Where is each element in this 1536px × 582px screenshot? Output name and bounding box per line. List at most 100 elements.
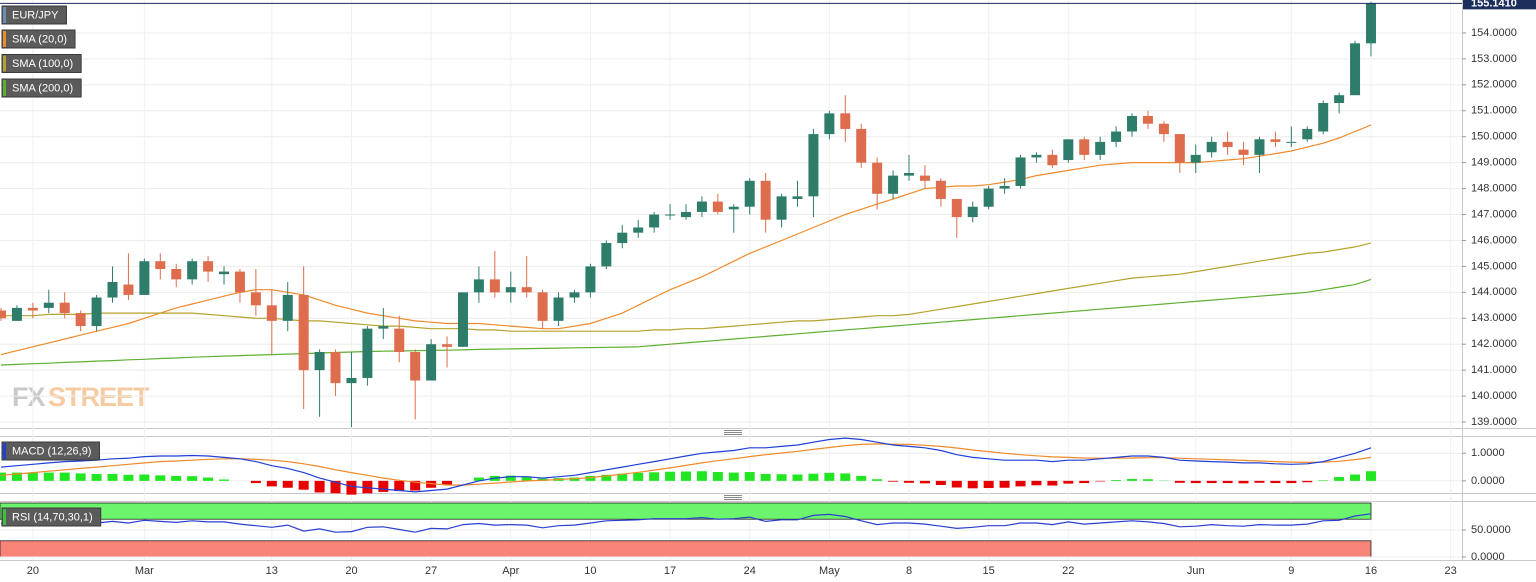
y-tick-label: 145.0000 [1471,260,1517,272]
legend-label: SMA (20,0) [12,33,67,45]
x-tick-label: 17 [664,565,676,577]
histogram-bar [378,480,389,492]
histogram-bar [1222,480,1233,484]
candle-body [1095,141,1106,155]
histogram-bar [1254,480,1265,483]
sma-line [0,278,1372,366]
candle-body [1302,128,1313,140]
legend-label: SMA (200,0) [12,82,73,94]
histogram-bar [1111,480,1122,481]
candle-body [43,302,54,308]
y-tick-label: 0.0000 [1471,551,1505,563]
legend-label: EUR/JPY [12,9,59,21]
histogram-bar [744,472,755,481]
candle-body [234,271,245,293]
y-tick-label: 143.0000 [1471,312,1517,324]
candle-body [27,307,38,311]
histogram-bar [473,477,484,481]
candle-body [840,113,851,129]
candle-body [1142,115,1153,124]
candle-body [91,297,102,327]
legend-swatch [3,7,6,23]
candle-body [1190,154,1201,163]
candle-body [11,307,22,321]
histogram-bar [505,475,516,481]
y-tick-label: 142.0000 [1471,338,1517,350]
y-tick-label: 140.0000 [1471,390,1517,402]
histogram-bar [1286,480,1297,484]
resize-grip[interactable] [724,495,742,500]
histogram-bar [792,474,803,481]
histogram-bar [1302,480,1313,483]
candle-body [410,351,421,381]
last-price-label: 155.1410 [1471,0,1517,9]
y-tick-label: 0.0000 [1471,475,1505,487]
histogram-bar [442,480,453,485]
candle-body [760,180,771,220]
candle-body [75,313,86,327]
candle-body [1350,43,1361,96]
y-tick-label: 151.0000 [1471,105,1517,117]
histogram-bar [521,476,532,481]
histogram-bar [346,480,357,495]
y-tick-label: 153.0000 [1471,53,1517,65]
candle-body [1015,157,1026,186]
legend-box [1,29,76,49]
histogram-bar [728,472,739,481]
histogram-bar [951,480,962,488]
candle-body [394,328,405,352]
candle-body [792,196,803,199]
histogram-bar [888,480,899,482]
candle-body [442,344,453,347]
legend-label: RSI (14,70,30,1) [12,511,93,523]
signal-line [0,443,1372,486]
histogram-bar [171,475,182,481]
histogram-bar [155,475,166,481]
histogram-bar [1350,474,1361,481]
candle-body [1047,154,1058,166]
histogram-bar [187,476,198,481]
histogram-bar [59,472,70,481]
x-tick-label: Jun [1187,565,1205,577]
candle-body [123,284,134,295]
histogram-bar [649,472,660,481]
y-tick-label: 141.0000 [1471,364,1517,376]
histogram-bar [1079,480,1090,484]
candle-body [537,292,548,321]
y-tick-label: 147.0000 [1471,208,1517,220]
candle-body [856,128,867,163]
y-tick-label: 144.0000 [1471,286,1517,298]
histogram-bar [91,473,102,481]
candle-body [1127,115,1138,132]
candle-body [0,310,6,319]
candle-body [107,281,118,298]
histogram-bar [665,471,676,481]
candle-body [219,271,230,275]
x-tick-label: 15 [983,565,995,577]
candle-body [187,261,198,280]
histogram-bar [633,472,644,481]
candle-body [904,173,915,176]
candle-body [457,292,468,347]
x-tick-label: 23 [1445,565,1457,577]
candle-body [983,188,994,207]
candle-body [919,175,930,181]
legend-label: SMA (100,0) [12,58,73,70]
histogram-bar [856,475,867,481]
histogram-bar [1238,480,1249,484]
histogram-bar [1334,477,1345,481]
watermark-fx: FX [12,382,45,412]
candle-body [171,268,182,280]
histogram-bar [250,480,261,484]
histogram-bar [11,472,22,481]
resize-grip[interactable] [724,430,742,435]
x-tick-label: 20 [27,565,39,577]
candle-body [266,305,277,321]
candle-body [935,180,946,199]
histogram-bar [1095,480,1106,482]
y-tick-label: 152.0000 [1471,79,1517,91]
histogram-bar [1047,480,1058,486]
candle-body [346,377,357,384]
